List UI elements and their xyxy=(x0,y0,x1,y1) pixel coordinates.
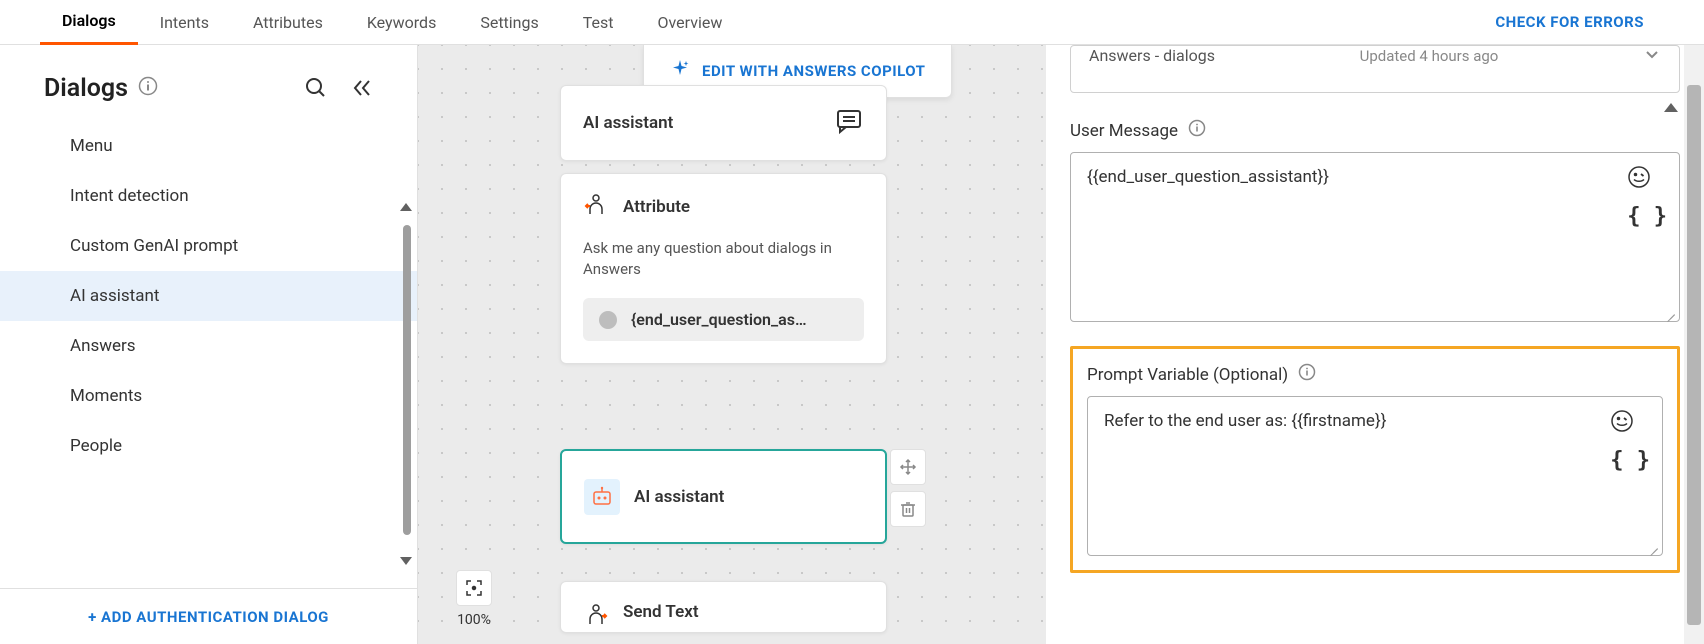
check-errors-button[interactable]: CHECK FOR ERRORS xyxy=(1495,13,1664,31)
node-title: AI assistant xyxy=(583,113,673,133)
sparkle-icon xyxy=(670,59,690,83)
sidebar-item-custom-genai[interactable]: Custom GenAI prompt xyxy=(0,221,417,271)
attribute-icon xyxy=(583,192,609,222)
node-tools xyxy=(890,449,926,527)
sidebar-scrollbar[interactable] xyxy=(403,225,411,535)
sidebar: Dialogs Menu Intent detection Custom Gen… xyxy=(0,45,418,644)
node-title: Send Text xyxy=(623,602,699,622)
zoom-controls: 100% xyxy=(456,570,492,628)
node-description: Ask me any question about dialogs in Ans… xyxy=(583,238,864,280)
sidebar-footer: + ADD AUTHENTICATION DIALOG xyxy=(0,588,417,644)
sidebar-item-moments[interactable]: Moments xyxy=(0,371,417,421)
dialog-selector[interactable]: Answers - dialogs Updated 4 hours ago xyxy=(1070,45,1680,93)
node-ai-assistant-selected[interactable]: AI assistant xyxy=(560,449,887,544)
scroll-up-caret-icon[interactable] xyxy=(1664,103,1678,112)
sidebar-item-menu[interactable]: Menu xyxy=(0,121,417,171)
user-message-input[interactable]: {{end_user_question_assistant}} { } xyxy=(1070,152,1680,322)
node-title: Attribute xyxy=(623,197,690,217)
user-message-label: User Message xyxy=(1070,119,1680,142)
fit-screen-icon[interactable] xyxy=(456,570,492,606)
variable-text: {end_user_question_as… xyxy=(631,310,807,329)
info-icon[interactable] xyxy=(1298,363,1316,386)
emoji-icon[interactable] xyxy=(1627,165,1667,194)
braces-icon[interactable]: { } xyxy=(1610,448,1650,473)
copilot-label: EDIT WITH ANSWERS COPILOT xyxy=(702,62,925,80)
info-icon[interactable] xyxy=(1188,119,1206,142)
chevron-down-icon xyxy=(1643,45,1661,67)
tab-test[interactable]: Test xyxy=(561,0,636,45)
sidebar-title: Dialogs xyxy=(44,74,128,103)
sidebar-item-answers[interactable]: Answers xyxy=(0,321,417,371)
tab-settings[interactable]: Settings xyxy=(458,0,560,45)
variable-dot-icon xyxy=(599,311,617,329)
sidebar-item-people[interactable]: People xyxy=(0,421,417,471)
send-text-icon xyxy=(583,602,609,632)
info-icon[interactable] xyxy=(138,76,158,100)
resize-handle[interactable] xyxy=(1646,539,1658,551)
search-icon[interactable] xyxy=(301,73,331,103)
scroll-up-icon[interactable] xyxy=(400,203,412,211)
resize-handle[interactable] xyxy=(1663,305,1675,317)
emoji-icon[interactable] xyxy=(1610,409,1650,438)
sidebar-item-ai-assistant[interactable]: AI assistant xyxy=(0,271,417,321)
sidebar-header: Dialogs xyxy=(0,45,417,121)
delete-icon[interactable] xyxy=(890,491,926,527)
node-ai-assistant-start[interactable]: AI assistant xyxy=(560,85,887,161)
sidebar-list: Menu Intent detection Custom GenAI promp… xyxy=(0,121,417,588)
prompt-variable-value: Refer to the end user as: {{firstname}} xyxy=(1104,411,1386,431)
right-panel: Answers - dialogs Updated 4 hours ago Us… xyxy=(1046,45,1704,644)
prompt-variable-input[interactable]: Refer to the end user as: {{firstname}} … xyxy=(1087,396,1663,556)
prompt-variable-label: Prompt Variable (Optional) xyxy=(1087,363,1663,386)
chat-icon xyxy=(834,106,864,140)
tab-overview[interactable]: Overview xyxy=(636,0,745,45)
variable-chip[interactable]: {end_user_question_as… xyxy=(583,298,864,341)
scroll-down-icon[interactable] xyxy=(400,557,412,565)
tab-dialogs[interactable]: Dialogs xyxy=(40,0,138,45)
node-send-text[interactable]: Send Text xyxy=(560,581,887,633)
top-nav: Dialogs Intents Attributes Keywords Sett… xyxy=(0,0,1704,45)
collapse-icon[interactable] xyxy=(347,73,377,103)
sidebar-item-intent-detection[interactable]: Intent detection xyxy=(0,171,417,221)
ai-assistant-icon xyxy=(584,479,620,515)
move-icon[interactable] xyxy=(890,449,926,485)
add-authentication-dialog-button[interactable]: + ADD AUTHENTICATION DIALOG xyxy=(88,608,329,626)
braces-icon[interactable]: { } xyxy=(1627,204,1667,229)
tab-attributes[interactable]: Attributes xyxy=(231,0,345,45)
prompt-variable-section: Prompt Variable (Optional) Refer to the … xyxy=(1070,346,1680,573)
node-title: AI assistant xyxy=(634,487,724,507)
selector-meta: Updated 4 hours ago xyxy=(1360,47,1499,65)
selector-name: Answers - dialogs xyxy=(1089,46,1215,65)
node-attribute[interactable]: Attribute Ask me any question about dial… xyxy=(560,173,887,364)
right-scrollbar-thumb[interactable] xyxy=(1687,85,1701,625)
user-message-value: {{end_user_question_assistant}} xyxy=(1087,167,1329,187)
tab-keywords[interactable]: Keywords xyxy=(345,0,459,45)
tab-intents[interactable]: Intents xyxy=(138,0,231,45)
canvas[interactable]: EDIT WITH ANSWERS COPILOT AI assistant A… xyxy=(418,45,1046,644)
zoom-percent: 100% xyxy=(457,612,491,628)
